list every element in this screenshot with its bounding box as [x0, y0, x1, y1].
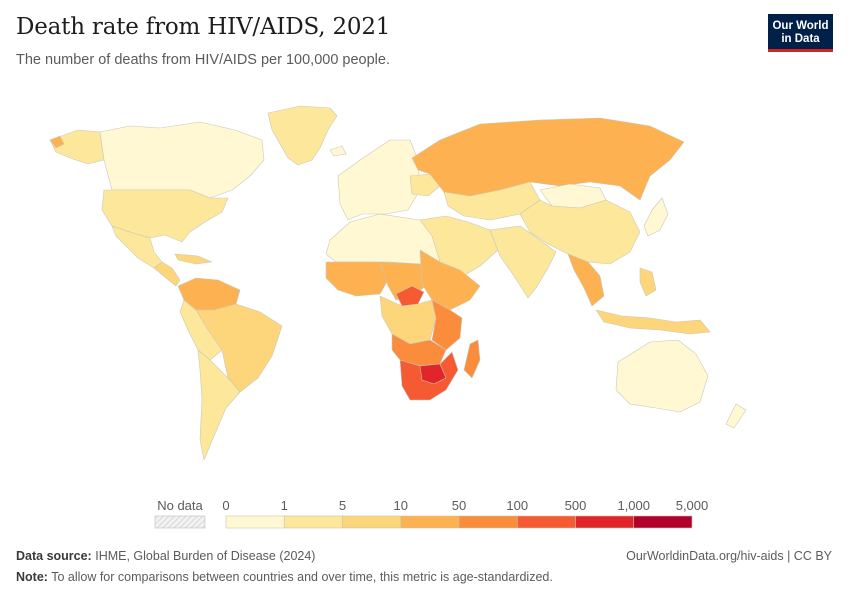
logo-line-2: in Data: [781, 33, 820, 45]
region-south-africa-core[interactable]: [419, 363, 447, 385]
world-map[interactable]: [0, 90, 850, 510]
footer-note: Note: To allow for comparisons between c…: [16, 570, 553, 584]
region-east-africa-north[interactable]: [419, 249, 481, 311]
legend-bin-5[interactable]: [516, 515, 576, 529]
owid-logo[interactable]: Our World in Data: [768, 14, 833, 52]
region-east-africa[interactable]: [431, 299, 463, 351]
region-japan[interactable]: [643, 197, 669, 237]
region-russia[interactable]: [411, 117, 685, 201]
legend-bin-6[interactable]: [575, 515, 635, 529]
note-text: To allow for comparisons between countri…: [51, 570, 553, 584]
footer-credit[interactable]: OurWorldinData.org/hiv-aids | CC BY: [626, 549, 832, 563]
region-caribbean[interactable]: [174, 253, 213, 265]
region-southeast-asia[interactable]: [567, 253, 605, 307]
region-eastern-europe[interactable]: [409, 173, 441, 197]
legend-bin-3[interactable]: [400, 515, 460, 529]
credit-link[interactable]: OurWorldinData.org/hiv-aids | CC BY: [626, 549, 832, 563]
region-iceland[interactable]: [329, 145, 347, 157]
region-new-zealand[interactable]: [725, 403, 747, 429]
region-central-african-republic[interactable]: [395, 285, 425, 307]
legend-bin-0[interactable]: [225, 515, 285, 529]
logo-line-1: Our World: [772, 20, 829, 32]
page-subtitle: The number of deaths from HIV/AIDS per 1…: [16, 52, 390, 68]
region-central-africa[interactable]: [379, 295, 437, 345]
legend-bin-7[interactable]: [633, 515, 693, 529]
region-indonesia[interactable]: [595, 309, 711, 335]
region-southern-cone[interactable]: [197, 349, 241, 461]
footer-source: Data source: IHME, Global Burden of Dise…: [16, 549, 315, 563]
region-philippines[interactable]: [639, 267, 657, 297]
legend-bin-4[interactable]: [458, 515, 518, 529]
region-china[interactable]: [519, 199, 641, 265]
region-australia[interactable]: [615, 339, 709, 413]
page-title: Death rate from HIV/AIDS, 2021: [16, 14, 391, 40]
region-central-america[interactable]: [153, 261, 181, 287]
region-madagascar[interactable]: [463, 339, 481, 379]
region-greenland[interactable]: [267, 105, 338, 166]
note-label: Note:: [16, 570, 48, 584]
legend-no-data-swatch: [154, 515, 206, 529]
source-label: Data source:: [16, 549, 92, 563]
legend-bin-2[interactable]: [342, 515, 402, 529]
region-europe[interactable]: [337, 139, 421, 221]
region-india[interactable]: [489, 225, 557, 299]
region-west-africa[interactable]: [325, 261, 389, 297]
region-canada[interactable]: [99, 121, 265, 199]
region-alaska[interactable]: [49, 129, 105, 165]
source-text: IHME, Global Burden of Disease (2024): [95, 549, 316, 563]
legend-bin-1[interactable]: [283, 515, 343, 529]
region-alaska-west[interactable]: [49, 135, 65, 149]
